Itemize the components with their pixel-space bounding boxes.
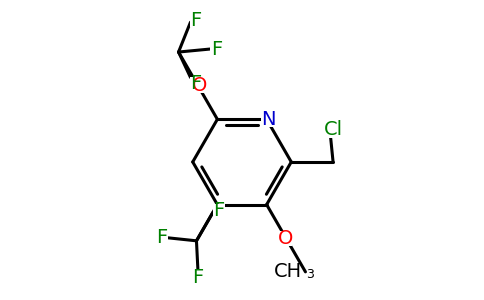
Text: F: F	[190, 74, 201, 94]
Text: F: F	[213, 202, 225, 220]
Text: N: N	[261, 110, 275, 129]
Bar	[194, 78, 205, 93]
Bar	[213, 204, 225, 218]
Bar	[261, 112, 275, 127]
Text: F: F	[156, 228, 168, 247]
Bar	[190, 77, 202, 90]
Text: O: O	[192, 76, 207, 95]
Text: 3: 3	[306, 268, 314, 281]
Text: F: F	[190, 11, 201, 30]
Bar	[190, 14, 202, 27]
Bar	[280, 231, 292, 246]
Bar	[156, 231, 168, 244]
Text: O: O	[278, 229, 294, 248]
Bar	[211, 42, 223, 56]
Text: CH: CH	[274, 262, 302, 281]
Bar	[192, 270, 204, 284]
Text: Cl: Cl	[323, 120, 343, 139]
Bar	[323, 122, 344, 138]
Text: F: F	[211, 40, 222, 58]
Text: F: F	[192, 268, 204, 287]
